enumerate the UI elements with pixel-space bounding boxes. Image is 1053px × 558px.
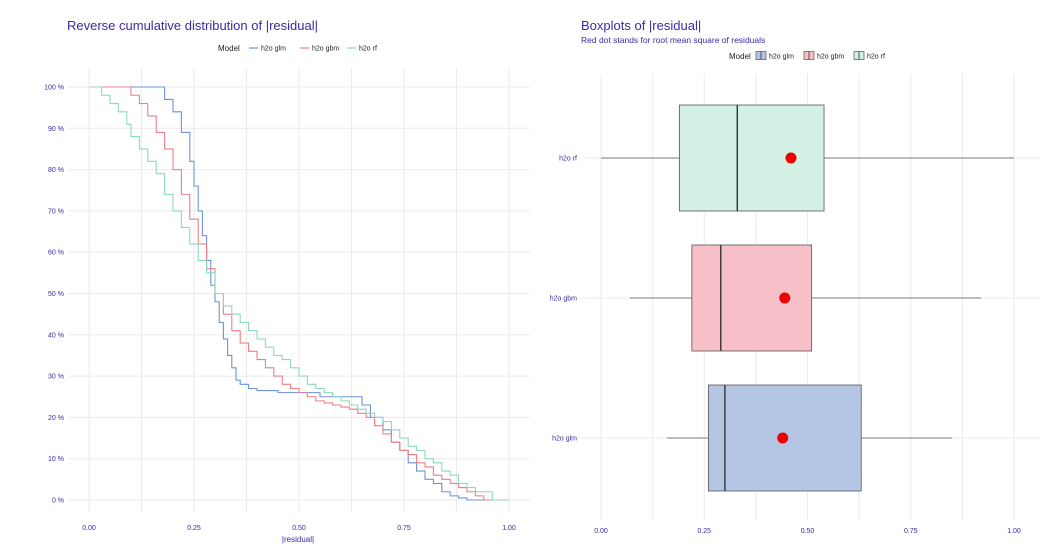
ecdf-legend-label-2: h2o rf bbox=[359, 46, 377, 53]
ecdf-y-tick-9: 90 % bbox=[48, 126, 64, 133]
ecdf-panel: Reverse cumulative distribution of |resi… bbox=[44, 18, 530, 544]
ecdf-title: Reverse cumulative distribution of |resi… bbox=[67, 18, 318, 33]
ecdf-x-tick-0: 0.00 bbox=[82, 525, 96, 532]
boxplot-subtitle: Red dot stands for root mean square of r… bbox=[581, 35, 765, 45]
ecdf-y-tick-6: 60 % bbox=[48, 250, 64, 257]
box-legend-label-0: h2o glm bbox=[769, 54, 794, 61]
box-y-tick-h2o-glm: h2o glm bbox=[552, 436, 577, 443]
box-h2o-gbm bbox=[691, 244, 813, 352]
rmse-dot-h2o-glm bbox=[777, 432, 789, 444]
ecdf-y-tick-8: 80 % bbox=[48, 167, 64, 174]
ecdf-legend-label-0: h2o glm bbox=[261, 46, 286, 53]
ecdf-y-tick-5: 50 % bbox=[48, 291, 64, 298]
box-y-tick-h2o-rf: h2o rf bbox=[559, 156, 577, 163]
ecdf-x-tick-1: 0.25 bbox=[187, 525, 201, 532]
boxplot-panel: Boxplots of |residual| Red dot stands fo… bbox=[550, 18, 1040, 535]
box-x-tick-4: 1.00 bbox=[1007, 528, 1021, 535]
ecdf-y-tick-7: 70 % bbox=[48, 208, 64, 215]
ecdf-gridlines bbox=[68, 68, 530, 512]
ecdf-line-h2o-rf bbox=[89, 86, 509, 501]
ecdf-x-tick-4: 1.00 bbox=[502, 525, 516, 532]
boxplot-legend-title: Model bbox=[729, 52, 751, 61]
box-x-tick-3: 0.75 bbox=[904, 528, 918, 535]
boxplot-legend: Model h2o glm h2o gbm h2o rf bbox=[729, 51, 885, 61]
box-y-tick-h2o-gbm: h2o gbm bbox=[550, 296, 577, 303]
ecdf-series-lines bbox=[89, 86, 509, 501]
box-x-tick-1: 0.25 bbox=[697, 528, 711, 535]
box-legend-label-2: h2o rf bbox=[867, 54, 885, 61]
boxplot-y-tick-labels: h2o rf h2o gbm h2o glm bbox=[550, 156, 577, 443]
boxplot-marks bbox=[601, 104, 1014, 492]
ecdf-line-h2o-glm bbox=[89, 86, 509, 501]
boxplot-x-tick-labels: 0.00 0.25 0.50 0.75 1.00 bbox=[594, 528, 1021, 535]
box-h2o-rf bbox=[679, 104, 825, 212]
ecdf-legend-label-1: h2o gbm bbox=[312, 46, 339, 53]
ecdf-y-tick-labels: 0 % 10 % 20 % 30 % 40 % 50 % 60 % 70 % 80 % 90 % 1… bbox=[44, 85, 64, 505]
box-x-tick-0: 0.00 bbox=[594, 528, 608, 535]
ecdf-x-tick-labels: 0.00 0.25 0.50 0.75 1.00 bbox=[82, 525, 516, 532]
ecdf-y-tick-4: 40 % bbox=[48, 332, 64, 339]
ecdf-x-axis-label: |residual| bbox=[282, 535, 314, 544]
ecdf-y-tick-10: 100 % bbox=[44, 85, 64, 92]
ecdf-y-tick-3: 30 % bbox=[48, 374, 64, 381]
box-x-tick-2: 0.50 bbox=[801, 528, 815, 535]
box-legend-label-1: h2o gbm bbox=[817, 54, 844, 61]
ecdf-legend-title: Model bbox=[218, 44, 240, 53]
ecdf-legend: Model h2o glm h2o gbm h2o rf bbox=[218, 44, 377, 53]
ecdf-line-h2o-gbm bbox=[89, 86, 509, 501]
boxplot-title: Boxplots of |residual| bbox=[581, 18, 701, 33]
ecdf-y-tick-1: 10 % bbox=[48, 456, 64, 463]
ecdf-x-tick-3: 0.75 bbox=[397, 525, 411, 532]
rmse-dot-h2o-gbm bbox=[779, 292, 791, 304]
rmse-dot-h2o-rf bbox=[785, 152, 797, 164]
ecdf-y-tick-2: 20 % bbox=[48, 415, 64, 422]
ecdf-y-tick-0: 0 % bbox=[52, 498, 64, 505]
ecdf-x-tick-2: 0.50 bbox=[292, 525, 306, 532]
